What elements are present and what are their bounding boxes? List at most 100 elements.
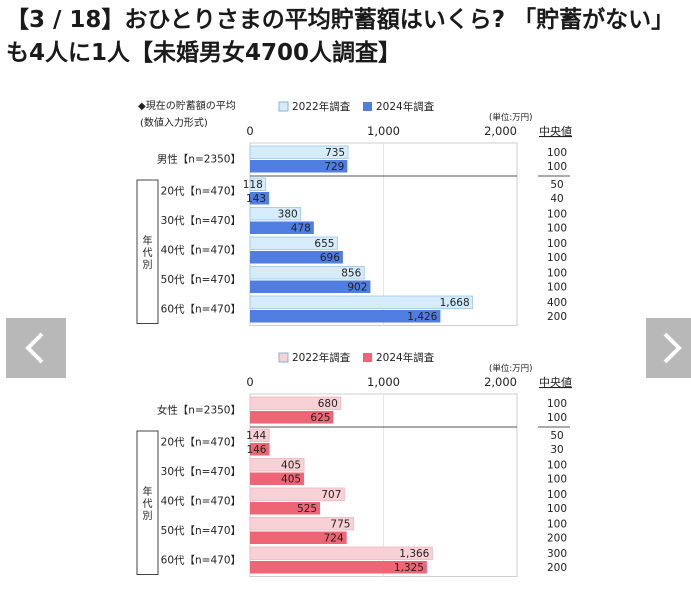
chart1-median-value: 100 bbox=[547, 268, 567, 280]
chart2-category-label: 40代【n=470】 bbox=[161, 496, 241, 508]
chart1-bar-value-label: 729 bbox=[324, 161, 344, 173]
chart1-median-value: 50 bbox=[550, 179, 563, 191]
chart2-bar-value-label: 525 bbox=[297, 503, 317, 515]
chart2-group-label-char: 別 bbox=[143, 510, 153, 522]
prev-slide-button[interactable] bbox=[6, 318, 66, 378]
chart1-category-label: 30代【n=470】 bbox=[161, 215, 241, 227]
chart1-bar-value-label: 1,668 bbox=[440, 297, 470, 309]
chart1-median-value: 100 bbox=[547, 161, 567, 173]
chart1-title: ◆現在の貯蓄額の平均 bbox=[138, 99, 236, 112]
chart1-median-value: 400 bbox=[547, 297, 567, 309]
chart2-bar-value-label: 405 bbox=[281, 460, 301, 472]
chart2-category-label: 20代【n=470】 bbox=[161, 437, 241, 449]
chart2-bar-2024 bbox=[250, 502, 321, 515]
chart1-category-label: 60代【n=470】 bbox=[161, 304, 241, 316]
chart1-median-value: 100 bbox=[547, 147, 567, 159]
chart1-bar-value-label: 1,426 bbox=[407, 311, 437, 323]
chart2-median-value: 100 bbox=[547, 503, 567, 515]
chart2-unit-note: (単位:万円) bbox=[489, 363, 533, 374]
chart2-group-label-char: 年 bbox=[143, 485, 153, 498]
chart1-bar-2022 bbox=[249, 295, 474, 309]
chart2-tick-label: 2,000 bbox=[484, 375, 517, 389]
chart1-bar-value-label: 143 bbox=[246, 193, 266, 205]
chart2-bar-value-label: 680 bbox=[318, 398, 338, 410]
chart2-median-value: 30 bbox=[550, 444, 563, 456]
chart2-bar-value-label: 625 bbox=[310, 412, 330, 424]
chart1-bar-value-label: 735 bbox=[325, 147, 345, 159]
chart2-group-bracket bbox=[136, 430, 159, 575]
chart2-median-value: 200 bbox=[547, 533, 567, 545]
chart1-tick-label: 2,000 bbox=[484, 124, 517, 138]
next-slide-button[interactable] bbox=[646, 318, 691, 378]
chart2-bar-value-label: 146 bbox=[246, 444, 266, 456]
chart1-bar-2024 bbox=[250, 221, 314, 234]
chart2-legend-label: 2022年調査 bbox=[292, 351, 351, 364]
chart1-bar-2024 bbox=[250, 192, 270, 205]
chart1-group-label-char: 年 bbox=[143, 234, 153, 247]
chart2-legend-label: 2024年調査 bbox=[376, 351, 435, 364]
chart2-bar-value-label: 1,366 bbox=[399, 548, 429, 560]
chart1-bar-2022 bbox=[249, 236, 338, 250]
chart1-group-label-char: 代 bbox=[143, 247, 153, 259]
chart2-bar-2022 bbox=[249, 517, 354, 531]
chart1-median-value: 200 bbox=[547, 311, 567, 323]
chart1-median-value: 100 bbox=[547, 223, 567, 235]
chart1-legend-label: 2024年調査 bbox=[376, 100, 435, 113]
chart2-legend-swatch bbox=[363, 353, 372, 362]
chevron-left-icon bbox=[25, 332, 44, 364]
chart2-tick-label: 1,000 bbox=[367, 375, 400, 389]
chart1-subtitle: (数値入力形式) bbox=[140, 116, 208, 129]
chart2-tick-label: 0 bbox=[246, 375, 253, 389]
chart1-bar-2022 bbox=[249, 207, 302, 221]
chart2-bar-value-label: 724 bbox=[324, 533, 344, 545]
chart1-unit-note: (単位:万円) bbox=[489, 112, 533, 123]
chart2-median-value: 100 bbox=[547, 489, 567, 501]
chart2-median-value: 300 bbox=[547, 548, 567, 560]
chart1-bar-2024 bbox=[250, 251, 343, 264]
chart1-median-value: 100 bbox=[547, 282, 567, 294]
chart1-tick-label: 0 bbox=[246, 124, 253, 138]
chart2-median-header: 中央値 bbox=[539, 376, 572, 389]
chart1-bar-value-label: 902 bbox=[347, 282, 367, 294]
chart2-category-label: 50代【n=470】 bbox=[161, 525, 241, 537]
chart1-bar-value-label: 380 bbox=[278, 209, 298, 221]
chart2-bar-2022 bbox=[249, 487, 345, 501]
chart2-legend-swatch bbox=[278, 352, 289, 363]
chart2-bar-2022 bbox=[249, 428, 270, 442]
chart1-bar-2024 bbox=[250, 160, 348, 173]
chart1-legend-swatch bbox=[278, 101, 289, 112]
chart2-bar-2024 bbox=[250, 561, 427, 574]
chart1-bar-2024 bbox=[250, 310, 441, 323]
chart1-legend-swatch bbox=[363, 102, 372, 111]
chevron-right-icon bbox=[663, 332, 682, 364]
chart2-median-value: 100 bbox=[547, 412, 567, 424]
chart2-bar-value-label: 707 bbox=[321, 489, 341, 501]
chart2-bar-value-label: 775 bbox=[330, 519, 350, 531]
chart2-median-value: 100 bbox=[547, 460, 567, 472]
chart2-median-value: 200 bbox=[547, 562, 567, 574]
chart1-category-label: 男性【n=2350】 bbox=[157, 153, 241, 166]
chart2-bar-2022 bbox=[249, 546, 433, 560]
chart2-bar-value-label: 405 bbox=[281, 474, 301, 486]
chart1-bar-2022 bbox=[249, 177, 267, 191]
chart1-median-value: 100 bbox=[547, 238, 567, 250]
chart2-group-label-char: 代 bbox=[143, 498, 153, 510]
chart1-bar-value-label: 118 bbox=[243, 179, 263, 191]
chart1-legend-label: 2022年調査 bbox=[292, 100, 351, 113]
chart1-median-header: 中央値 bbox=[539, 125, 572, 138]
chart1-bar-value-label: 655 bbox=[314, 238, 334, 250]
chart1-group-bracket bbox=[136, 179, 159, 324]
article-headline: 【3 / 18】おひとりさまの平均貯蓄額はいくら? 「貯蓄がない」も4人に1人【… bbox=[6, 7, 675, 66]
chart2-median-value: 100 bbox=[547, 398, 567, 410]
chart2-bar-2024 bbox=[250, 411, 334, 424]
chart1-median-value: 100 bbox=[547, 209, 567, 221]
chart1-category-label: 50代【n=470】 bbox=[161, 274, 241, 286]
chart1-median-value: 100 bbox=[547, 252, 567, 264]
chart1-tick-label: 1,000 bbox=[367, 124, 400, 138]
chart2-category-label: 60代【n=470】 bbox=[161, 555, 241, 567]
chart1-bar-2022 bbox=[249, 266, 365, 280]
chart1-group-label-char: 別 bbox=[143, 259, 153, 271]
chart2-median-value: 50 bbox=[550, 430, 563, 442]
chart2-median-value: 100 bbox=[547, 519, 567, 531]
